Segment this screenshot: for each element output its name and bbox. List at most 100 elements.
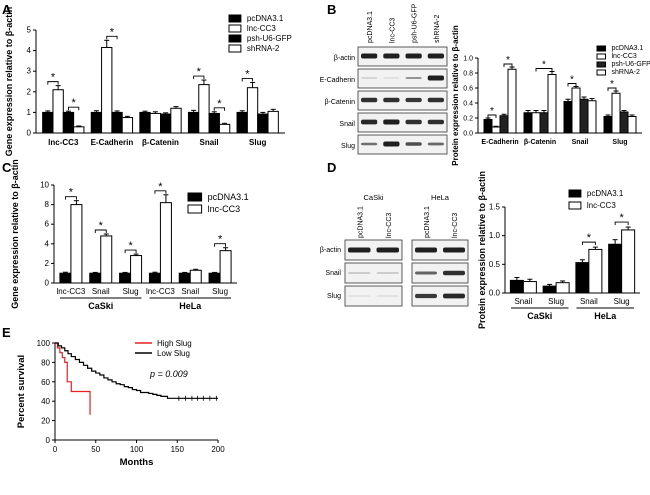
bar <box>547 74 557 134</box>
bar <box>619 111 629 134</box>
y-tick-label: 0 <box>27 129 32 138</box>
x-tick-label: Slug <box>212 287 228 296</box>
y-tick-label: 2 <box>27 87 32 96</box>
significance-mark: * <box>570 75 574 86</box>
y-tick-label: 0 <box>45 279 50 288</box>
significance-bracket <box>241 78 253 82</box>
panel-e-survival-chart: 0 20 40 60 80 100 0 50 100 150 200 Months Percent su… <box>16 339 225 468</box>
blot-band <box>361 77 378 79</box>
panel-e-label: E <box>2 325 11 340</box>
significance-mark: * <box>610 79 614 90</box>
significance-bracket <box>607 87 617 91</box>
legend-swatch <box>596 45 606 52</box>
legend-swatch <box>228 44 242 53</box>
bar <box>189 269 202 284</box>
blot-band <box>415 247 437 253</box>
blot-strip <box>357 90 448 111</box>
significance-bracket <box>581 241 596 246</box>
significance-mark: * <box>197 66 202 78</box>
y-axis-title: Protein expression relative to β-actin <box>477 171 487 329</box>
legend-swatch <box>596 69 606 76</box>
y-tick-label: 6 <box>45 220 50 229</box>
panel-d-label: D <box>327 160 336 175</box>
x-tick-label: Snail <box>580 297 598 306</box>
bar <box>42 111 54 134</box>
bar <box>159 202 172 284</box>
bar <box>555 282 570 294</box>
y-tick-label: 4 <box>27 46 32 55</box>
bar <box>608 243 623 294</box>
blot-band <box>443 293 465 299</box>
significance-mark: * <box>71 97 76 109</box>
bar <box>121 117 134 134</box>
significance-mark: * <box>99 220 104 232</box>
blot-band <box>361 97 378 103</box>
blot-strip <box>344 262 403 284</box>
blot-band <box>415 293 437 299</box>
panel-c-label: C <box>2 160 12 175</box>
blot-band <box>383 119 400 125</box>
legend-swatch <box>568 201 582 210</box>
x-tick-label: E-Cadherin <box>481 139 518 146</box>
significance-bracket <box>567 83 577 87</box>
y-axis-title: Percent survival <box>16 355 27 428</box>
blot-strip <box>411 262 469 284</box>
bar <box>90 111 103 134</box>
bar <box>100 235 113 284</box>
x-tick-label: Snail <box>181 287 199 296</box>
legend-label: pcDNA3.1 <box>247 14 284 23</box>
legend-swatch <box>228 14 242 23</box>
bar <box>522 281 537 294</box>
legend-label: psh-U6-GFP <box>612 61 650 68</box>
blot-row-label: Snail <box>339 121 355 128</box>
x-tick-label: β-Catenin <box>524 139 556 146</box>
blot-band <box>376 272 399 274</box>
x-tick-label: lnc-CC3 <box>48 138 79 147</box>
bar <box>236 111 248 134</box>
bar <box>509 279 524 294</box>
blot-strip <box>357 46 448 67</box>
blot-row-label: Slug <box>327 293 341 300</box>
panel-b-label: B <box>327 2 336 17</box>
bar <box>563 101 573 134</box>
bar <box>160 113 172 134</box>
significance-mark: * <box>128 240 133 252</box>
legend-label: shRNA-2 <box>247 44 280 53</box>
p-value-annotation: p = 0.009 <box>149 369 188 379</box>
significance-mark: * <box>110 26 115 38</box>
blot-band <box>383 141 400 147</box>
bar <box>130 255 143 284</box>
bar <box>575 262 590 294</box>
panel-c-chart: 0 2 4 6 8 10 Gene expression relative to β-act… <box>10 159 249 311</box>
bar <box>627 116 637 134</box>
legend-swatch <box>596 61 606 68</box>
lane-label: lnc-CC3 <box>452 213 459 238</box>
y-tick-label: 8 <box>45 200 50 209</box>
legend-swatch <box>187 192 203 202</box>
legend-label: lnc-CC3 <box>247 24 276 33</box>
legend-label: lnc-CC3 <box>208 204 241 214</box>
x-tick-label: Snail <box>92 287 110 296</box>
bar <box>611 92 621 134</box>
blot-strip <box>357 134 448 155</box>
significance-mark: * <box>490 106 494 117</box>
cell-line-label: CaSki <box>363 193 383 202</box>
legend-label: pcDNA3.1 <box>208 192 249 202</box>
bar <box>187 111 200 134</box>
blot-band <box>427 97 444 103</box>
significance-bracket <box>214 243 227 247</box>
significance-mark: * <box>218 234 223 246</box>
y-tick-label: 0.5 <box>489 260 501 269</box>
y-tick-label: 0.6 <box>463 86 473 93</box>
significance-mark: * <box>245 69 250 81</box>
cell-line-label: HeLa <box>431 193 450 202</box>
blot-band <box>427 142 444 146</box>
legend-swatch <box>187 204 203 214</box>
y-tick-label: 1.0 <box>489 231 501 240</box>
blot-band <box>361 53 378 59</box>
x-tick-label: Slug <box>614 297 630 306</box>
bar <box>219 250 232 284</box>
bar <box>149 112 162 134</box>
